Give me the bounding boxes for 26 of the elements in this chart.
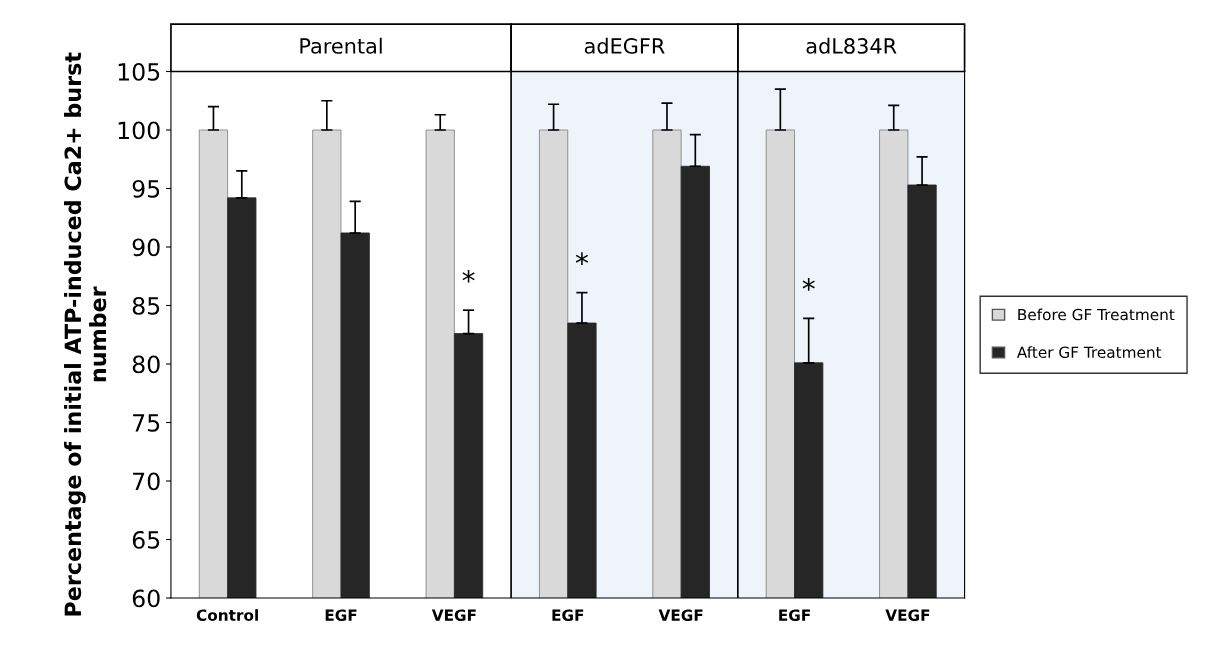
annotation: *: [462, 269, 475, 283]
x-tick-label: VEGF: [431, 609, 476, 621]
y-tick-label: 65: [132, 530, 160, 549]
y-tick-label: 100: [118, 121, 160, 140]
y-tick-label: 60: [132, 589, 160, 608]
legend-label: After GF Treatment: [1016, 346, 1162, 359]
y-tick-label: 90: [132, 238, 160, 257]
legend-label: Before GF Treatment: [1018, 308, 1175, 321]
y-tick-label: 95: [132, 179, 160, 198]
text: adL834R: [806, 37, 897, 54]
x-tick-label: EGF: [552, 609, 584, 621]
y-tick-label: 80: [132, 355, 160, 374]
annotation: *: [802, 278, 815, 291]
x-tick-label: EGF: [779, 609, 810, 621]
text: Parental: [300, 37, 382, 54]
x-tick-label: VEGF: [658, 609, 703, 621]
y-tick-label: 85: [132, 296, 160, 315]
y-tick-label: 75: [133, 414, 160, 432]
x-tick-label: EGF: [325, 609, 357, 621]
text: adEGFR: [584, 37, 665, 54]
x-tick-label: VEGF: [885, 609, 930, 621]
x-tick-label: Control: [196, 609, 258, 621]
y-tick-label: 70: [133, 472, 160, 491]
annotation: *: [575, 252, 589, 266]
y-tick-label: 105: [118, 62, 160, 81]
y-axis-title: Percentage of initial ATP-induced Ca2+ burst number: [64, 52, 107, 616]
